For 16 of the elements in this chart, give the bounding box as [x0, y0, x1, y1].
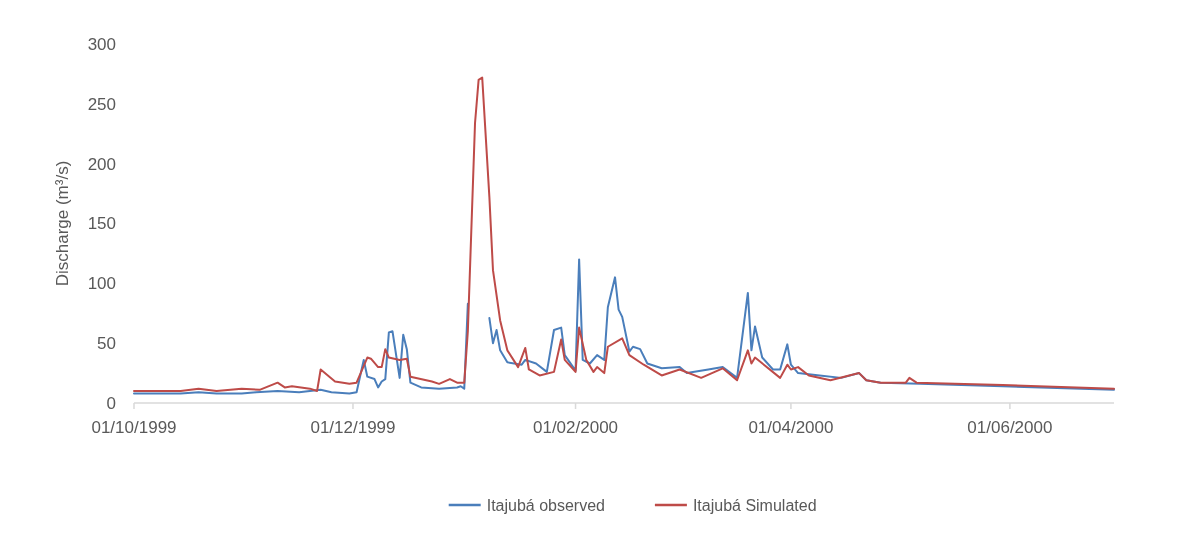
line-series: [133, 76, 1115, 393]
y-tick-label: 250: [87, 94, 116, 114]
legend-label: Itajubá Simulated: [692, 496, 817, 514]
x-tick-label: 01/12/1999: [310, 418, 396, 437]
x-tick-label: 01/02/2000: [532, 418, 619, 437]
x-tick-label: 01/06/2000: [967, 418, 1053, 437]
y-axis-title: Discharge (m³/s): [53, 160, 72, 287]
y-tick-label: 50: [97, 334, 116, 354]
y-tick-label: 200: [87, 154, 116, 174]
legend-label: Itajubá observed: [486, 496, 606, 514]
x-tick-label: 01/04/2000: [748, 418, 834, 437]
y-tick-label: 0: [106, 393, 116, 413]
x-tick-label: 01/10/1999: [91, 418, 177, 437]
y-tick-label: 150: [87, 214, 116, 234]
y-tick-label: 300: [87, 34, 116, 54]
y-tick-label: 100: [87, 274, 116, 294]
